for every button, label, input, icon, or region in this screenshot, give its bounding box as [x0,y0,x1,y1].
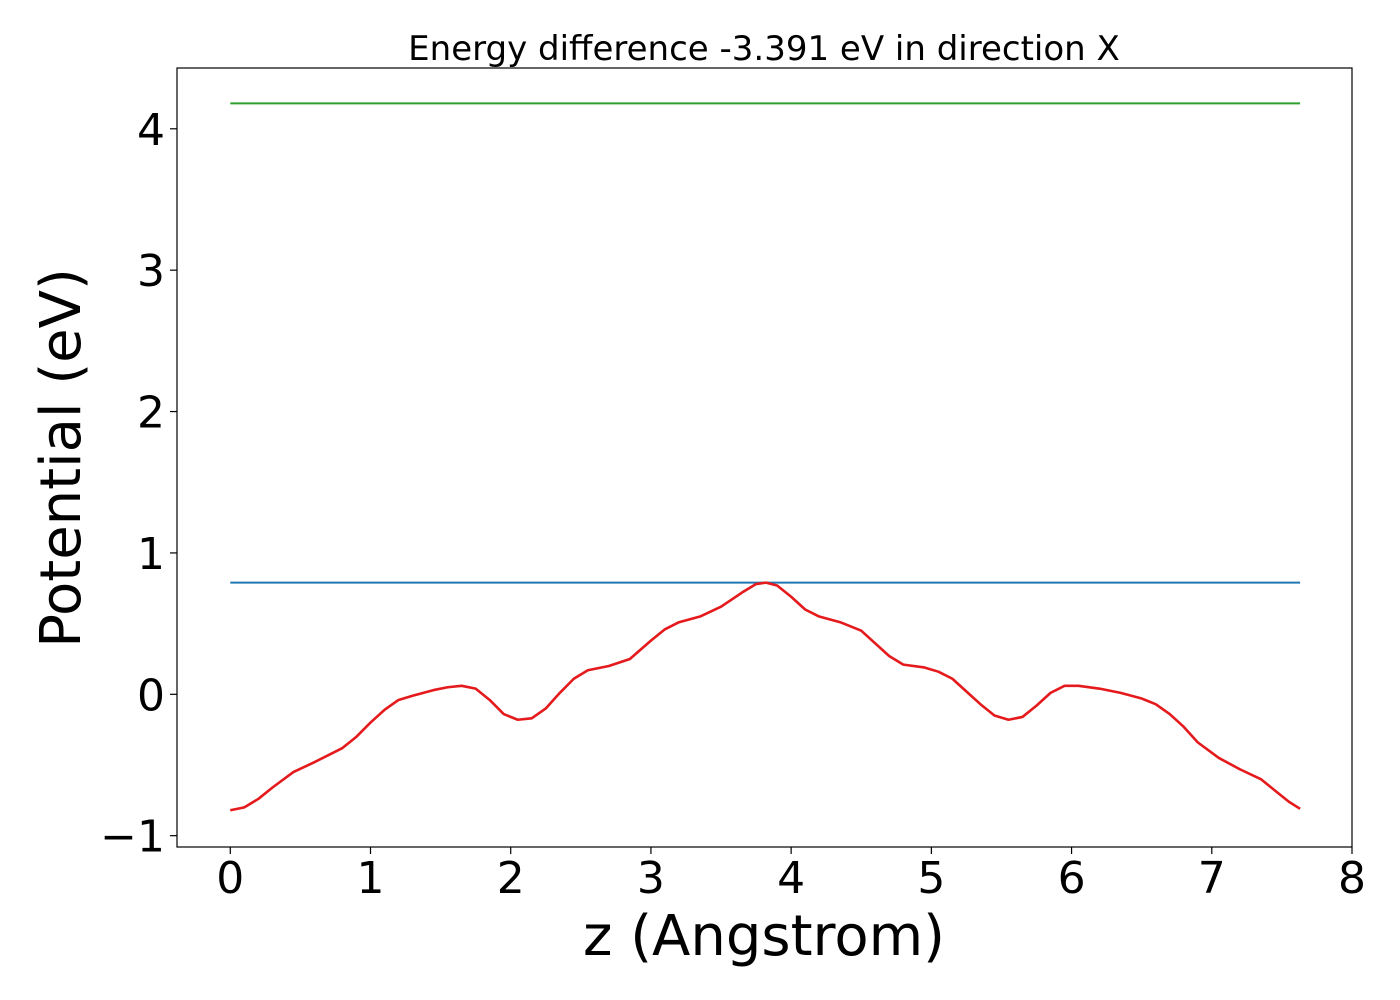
x-tick-label: 5 [917,853,945,904]
plot-frame [176,67,1353,848]
x-tick-label: 7 [1198,853,1226,904]
plot-area [230,102,1301,812]
x-tick-label: 4 [777,853,805,904]
x-tick-label: 8 [1338,853,1366,904]
series-layer [230,102,1301,812]
x-tick-label: 6 [1058,853,1086,904]
x-axis: 0 1 2 3 4 5 6 7 8 [216,847,1366,904]
chart-title: Energy difference -3.391 eV in direction… [408,29,1120,69]
x-tick-label: 2 [497,853,525,904]
x-axis-label: z (Angstrom) [583,904,945,969]
y-tick-label: 0 [137,670,165,721]
y-tick-label: 4 [137,105,165,156]
x-tick-label: 1 [356,853,384,904]
y-tick-label: −1 [100,812,165,863]
x-tick-label: 0 [216,853,244,904]
y-axis: −1 0 1 2 3 4 [100,105,177,863]
y-axis-label: Potential (eV) [29,268,94,648]
series-line-2 [230,581,1301,812]
y-tick-label: 3 [137,246,165,297]
x-tick-label: 3 [637,853,665,904]
y-tick-label: 1 [137,529,165,580]
y-tick-label: 2 [137,388,165,439]
